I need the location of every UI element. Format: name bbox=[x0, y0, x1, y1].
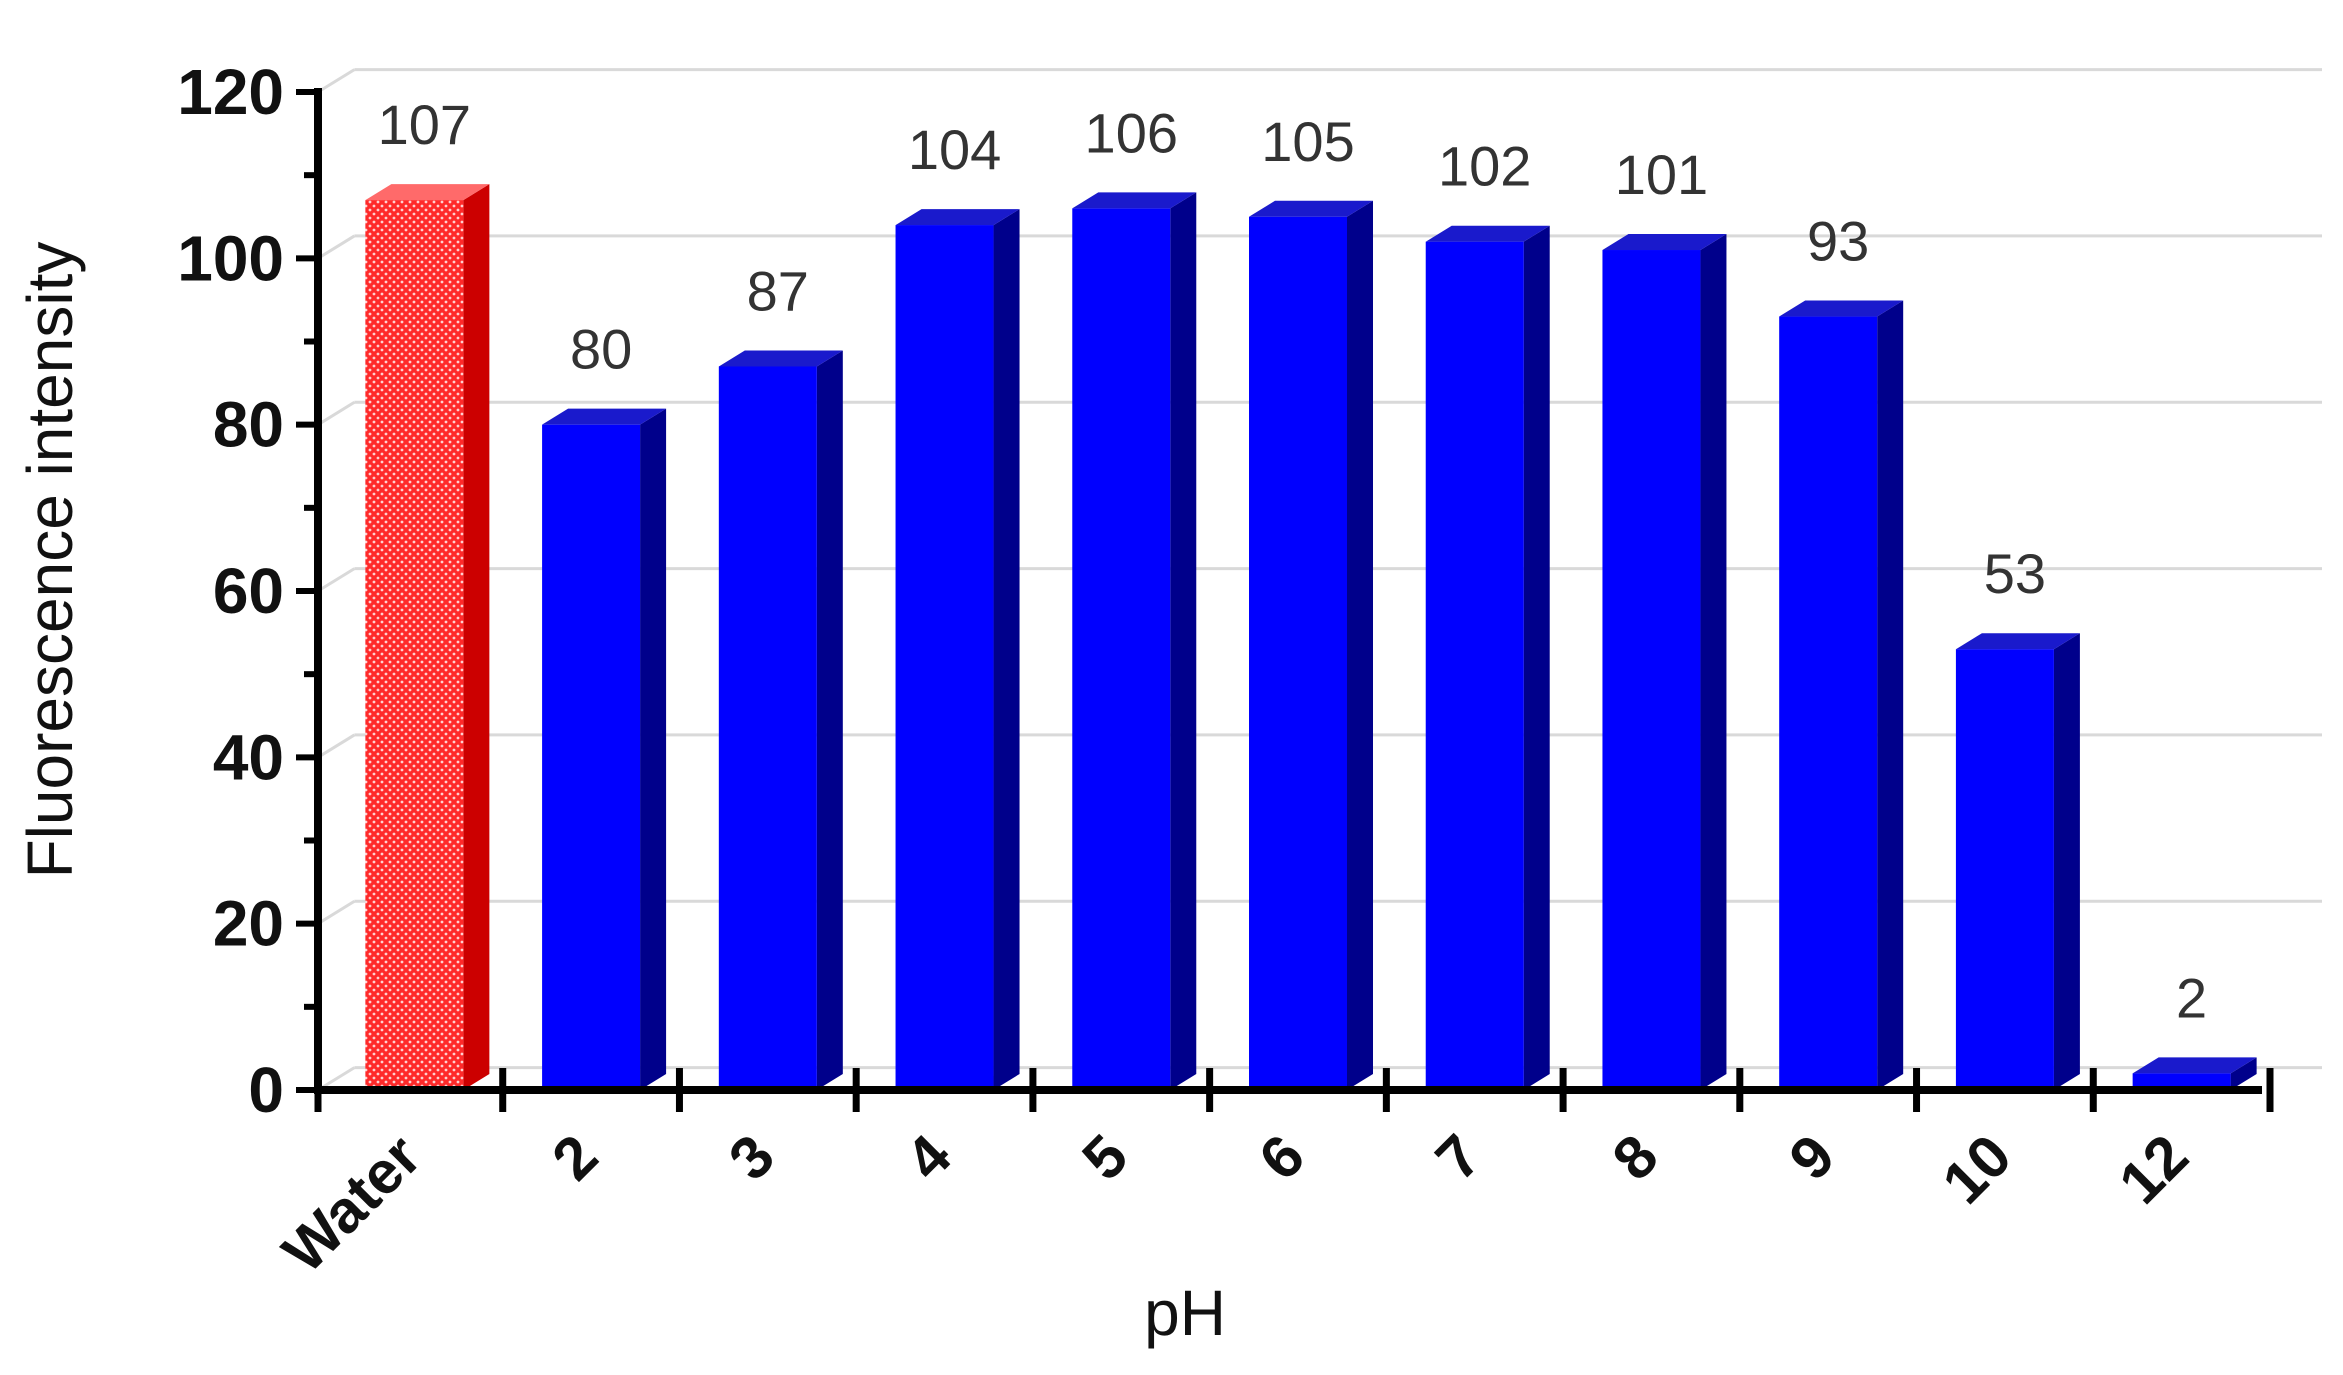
data-label: 102 bbox=[1438, 135, 1531, 198]
y-tick-label: 60 bbox=[213, 555, 284, 627]
data-label: 107 bbox=[378, 93, 471, 156]
bar bbox=[2132, 1057, 2257, 1090]
bar-side bbox=[816, 350, 843, 1090]
bar-top bbox=[1425, 225, 1550, 242]
bar-front bbox=[365, 200, 464, 1090]
bar-top bbox=[1249, 200, 1373, 217]
bar-front bbox=[1425, 241, 1524, 1090]
x-tick-label: 5 bbox=[1069, 1122, 1140, 1193]
x-axis-title: pH bbox=[1144, 1277, 1226, 1349]
data-label: 2 bbox=[2176, 966, 2207, 1029]
gridline-depth bbox=[317, 400, 356, 426]
bar-side bbox=[2230, 1057, 2257, 1090]
bar-front bbox=[1779, 316, 1878, 1090]
bar-side bbox=[2053, 633, 2080, 1090]
bar-front bbox=[1249, 216, 1347, 1090]
bar bbox=[1602, 234, 1727, 1090]
bar-side bbox=[1523, 225, 1550, 1090]
x-tick-label: 4 bbox=[893, 1121, 964, 1192]
bar-front bbox=[542, 424, 641, 1091]
bar-front bbox=[1602, 250, 1701, 1090]
data-label: 80 bbox=[570, 318, 632, 381]
data-label: 106 bbox=[1085, 101, 1178, 164]
x-tick-label: 2 bbox=[539, 1122, 610, 1193]
bar bbox=[1425, 225, 1550, 1090]
bar-side bbox=[1347, 200, 1373, 1090]
axes bbox=[296, 88, 2274, 1112]
x-tick-label: 8 bbox=[1600, 1122, 1671, 1193]
data-label: 105 bbox=[1261, 110, 1354, 173]
gridline-depth bbox=[317, 234, 356, 260]
bar bbox=[365, 184, 490, 1090]
x-tick-label: 7 bbox=[1423, 1122, 1494, 1193]
bar bbox=[1249, 200, 1373, 1090]
y-axis-title: Fluorescence intensity bbox=[14, 242, 86, 879]
bar-side bbox=[1700, 234, 1727, 1090]
bar-top bbox=[2132, 1057, 2257, 1074]
bar-front bbox=[895, 225, 994, 1091]
bar-top bbox=[365, 184, 490, 201]
bar bbox=[1072, 192, 1197, 1090]
y-tick-label: 20 bbox=[213, 888, 284, 960]
bar-side bbox=[640, 408, 667, 1091]
bar bbox=[1955, 633, 2080, 1090]
data-label: 101 bbox=[1615, 143, 1708, 206]
bar-front bbox=[2132, 1073, 2231, 1090]
bar-side bbox=[1170, 192, 1197, 1090]
bar bbox=[718, 350, 843, 1090]
gridline-depth bbox=[317, 68, 356, 94]
bar-front bbox=[718, 366, 817, 1090]
data-label: 53 bbox=[1984, 542, 2046, 605]
bar-top bbox=[1955, 633, 2080, 650]
bar-side bbox=[993, 209, 1020, 1091]
bar bbox=[895, 209, 1020, 1091]
data-label: 104 bbox=[908, 118, 1001, 181]
x-tick-label: 3 bbox=[716, 1122, 787, 1193]
bar-top bbox=[1779, 300, 1904, 317]
x-tick-label: 9 bbox=[1776, 1122, 1847, 1193]
bars bbox=[365, 184, 2257, 1091]
bar-front bbox=[1955, 649, 2054, 1090]
x-tick-label: Water bbox=[270, 1122, 434, 1286]
bar-side bbox=[1877, 300, 1904, 1090]
x-tick-label: 12 bbox=[2106, 1122, 2201, 1217]
bar bbox=[1779, 300, 1904, 1090]
bar-top bbox=[718, 350, 843, 367]
bar-top bbox=[895, 209, 1020, 226]
gridline-depth bbox=[317, 567, 356, 593]
data-label: 93 bbox=[1807, 210, 1869, 273]
x-tick-label: 6 bbox=[1246, 1122, 1317, 1193]
bar-top bbox=[1602, 234, 1727, 251]
bar bbox=[542, 408, 667, 1091]
y-tick-label: 80 bbox=[213, 389, 284, 461]
y-tick-label: 100 bbox=[177, 222, 284, 294]
y-tick-label: 0 bbox=[248, 1054, 284, 1126]
bar-side bbox=[463, 184, 490, 1090]
y-tick-label: 120 bbox=[177, 56, 284, 128]
bar-top bbox=[1072, 192, 1197, 209]
gridline-depth bbox=[317, 733, 356, 759]
bar-front bbox=[1072, 208, 1171, 1090]
data-label: 87 bbox=[747, 259, 809, 322]
y-tick-label: 40 bbox=[213, 721, 284, 793]
bar-top bbox=[542, 408, 667, 425]
x-tick-label: 10 bbox=[1930, 1122, 2025, 1217]
gridline-depth bbox=[317, 899, 356, 925]
